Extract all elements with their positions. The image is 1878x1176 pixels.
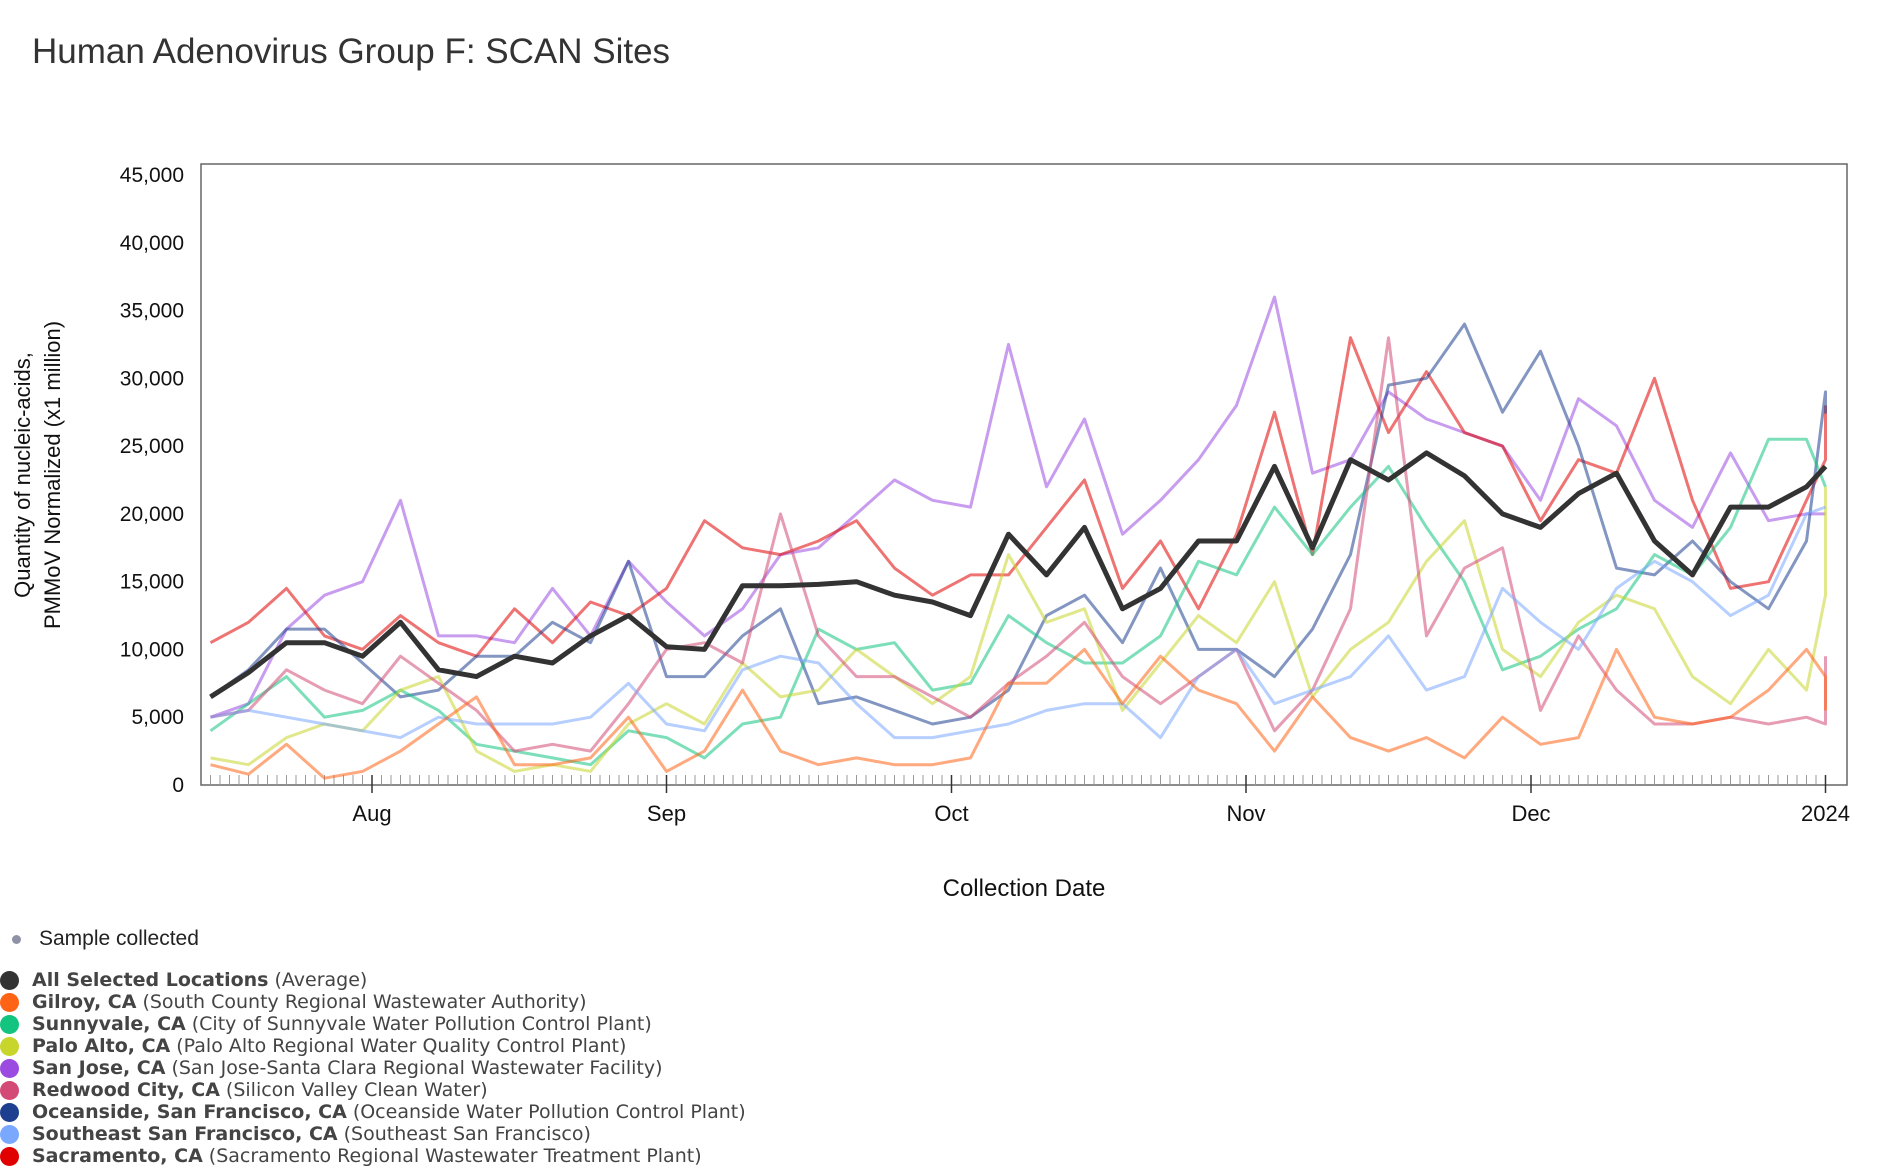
legend-items: All Selected Locations (Average) Gilroy, C… bbox=[0, 969, 746, 1167]
sample-label: Sample collected bbox=[39, 927, 199, 950]
y-tick-label: 30,000 bbox=[120, 367, 184, 390]
legend: Sample collected All Selected Locations(… bbox=[0, 925, 746, 1167]
series-line-palo-alto-ca[interactable] bbox=[210, 486, 1827, 773]
series-line-gilroy-ca[interactable] bbox=[210, 647, 1827, 780]
legend-color-dot-icon bbox=[0, 1036, 19, 1056]
series-line-southeast-san-francisco-ca[interactable] bbox=[210, 505, 1827, 740]
legend-item[interactable]: Southeast San Francisco, CA (Southeast Sa… bbox=[0, 1123, 746, 1145]
legend-item-desc: (South County Regional Wastewater Author… bbox=[142, 991, 587, 1013]
x-tick-label: Aug bbox=[352, 801, 391, 826]
legend-item[interactable]: Redwood City, CA (Silicon Valley Clean Wa… bbox=[0, 1079, 746, 1101]
legend-item[interactable]: Gilroy, CA (South County Regional Wastewa… bbox=[0, 991, 746, 1013]
legend-color-dot-icon bbox=[0, 1014, 19, 1034]
legend-item[interactable]: Sunnyvale, CA (City of Sunnyvale Water Po… bbox=[0, 1013, 746, 1035]
legend-sample-collected: Sample collected bbox=[0, 925, 746, 953]
legend-item-name: Redwood City, CA bbox=[32, 1079, 220, 1101]
legend-color-dot-icon bbox=[0, 1058, 19, 1078]
y-tick-label: 0 bbox=[172, 774, 184, 797]
legend-item[interactable]: Oceanside, San Francisco, CA (Oceanside W… bbox=[0, 1101, 746, 1123]
legend-item-desc: (San Jose-Santa Clara Regional Wastewate… bbox=[171, 1057, 663, 1079]
legend-item-name: Southeast San Francisco, CA bbox=[32, 1123, 338, 1145]
legend-item-desc: (Silicon Valley Clean Water) bbox=[225, 1079, 488, 1101]
series-line-sunnyvale-ca[interactable] bbox=[209, 437, 1827, 767]
legend-color-dot-icon bbox=[0, 1124, 19, 1144]
y-tick-label: 40,000 bbox=[120, 232, 184, 255]
x-tick-label: Nov bbox=[1226, 801, 1265, 826]
series-line-sacramento-ca[interactable] bbox=[209, 336, 1827, 658]
legend-item[interactable]: San Jose, CA (San Jose-Santa Clara Region… bbox=[0, 1057, 746, 1079]
plot-frame bbox=[200, 163, 1848, 786]
series-line-san-jose-ca[interactable] bbox=[209, 295, 1826, 719]
x-tick-label: 2024 bbox=[1801, 801, 1850, 826]
chart-title: Human Adenovirus Group F: SCAN Sites bbox=[32, 32, 671, 71]
x-tick-label: Oct bbox=[934, 801, 968, 826]
chart: 0 5,000 10,000 15,000 20,000 25,000 30,000 35,0… bbox=[10, 163, 1850, 902]
sample-dot-icon bbox=[12, 934, 21, 944]
series-line-oceanside-san-francisco-ca[interactable] bbox=[209, 322, 1827, 726]
x-axis: Aug Sep Oct Nov Dec 2024 bbox=[210, 775, 1850, 826]
legend-item[interactable]: Sacramento, CA (Sacramento Regional Waste… bbox=[0, 1145, 746, 1167]
legend-item-name: Sacramento, CA bbox=[32, 1145, 203, 1167]
legend-item-desc: (Sacramento Regional Wastewater Treatmen… bbox=[208, 1145, 702, 1167]
y-tick-label: 45,000 bbox=[120, 164, 184, 187]
series-lines bbox=[209, 295, 1828, 780]
legend-item-name: Oceanside, San Francisco, CA bbox=[32, 1101, 347, 1123]
legend-item-desc: (Palo Alto Regional Water Quality Contro… bbox=[176, 1035, 627, 1057]
legend-item-desc: (Oceanside Water Pollution Control Plant… bbox=[352, 1101, 746, 1123]
legend-color-dot-icon bbox=[0, 1102, 19, 1122]
series-line-all-selected-locations[interactable] bbox=[209, 450, 1828, 700]
legend-item-name: All Selected Locations bbox=[32, 969, 269, 991]
legend-item-desc: (Southeast San Francisco) bbox=[343, 1123, 591, 1145]
legend-color-dot-icon bbox=[0, 992, 19, 1012]
legend-item[interactable]: All Selected Locations (Average) bbox=[0, 969, 746, 991]
y-tick-label: 5,000 bbox=[131, 706, 184, 729]
y-axis-label-line1: Quantity of nucleic-acids, bbox=[10, 352, 35, 598]
y-axis-label-line2: PMMoV Normalized (x1 million) bbox=[40, 321, 65, 629]
y-tick-label: 15,000 bbox=[120, 571, 184, 594]
legend-color-dot-icon bbox=[0, 1080, 19, 1100]
legend-color-dot-icon bbox=[0, 1146, 19, 1166]
legend-item-name: San Jose, CA bbox=[32, 1057, 166, 1079]
legend-item-name: Sunnyvale, CA bbox=[32, 1013, 186, 1035]
y-tick-label: 35,000 bbox=[120, 300, 184, 323]
x-axis-label: Collection Date bbox=[943, 875, 1106, 902]
y-tick-label: 10,000 bbox=[120, 638, 184, 661]
legend-item-name: Palo Alto, CA bbox=[32, 1035, 171, 1057]
y-tick-label: 20,000 bbox=[120, 503, 184, 526]
legend-color-dot-icon bbox=[0, 970, 19, 990]
legend-item-desc: (City of Sunnyvale Water Pollution Contr… bbox=[191, 1013, 652, 1035]
legend-item-desc: (Average) bbox=[274, 969, 368, 991]
legend-item-name: Gilroy, CA bbox=[32, 991, 137, 1013]
legend-item[interactable]: Palo Alto, CA (Palo Alto Regional Water Q… bbox=[0, 1035, 746, 1057]
x-tick-label: Dec bbox=[1511, 801, 1550, 826]
x-tick-label: Sep bbox=[647, 801, 686, 826]
y-tick-label: 25,000 bbox=[120, 435, 184, 458]
y-axis: 0 5,000 10,000 15,000 20,000 25,000 30,000 35,0… bbox=[120, 164, 184, 797]
